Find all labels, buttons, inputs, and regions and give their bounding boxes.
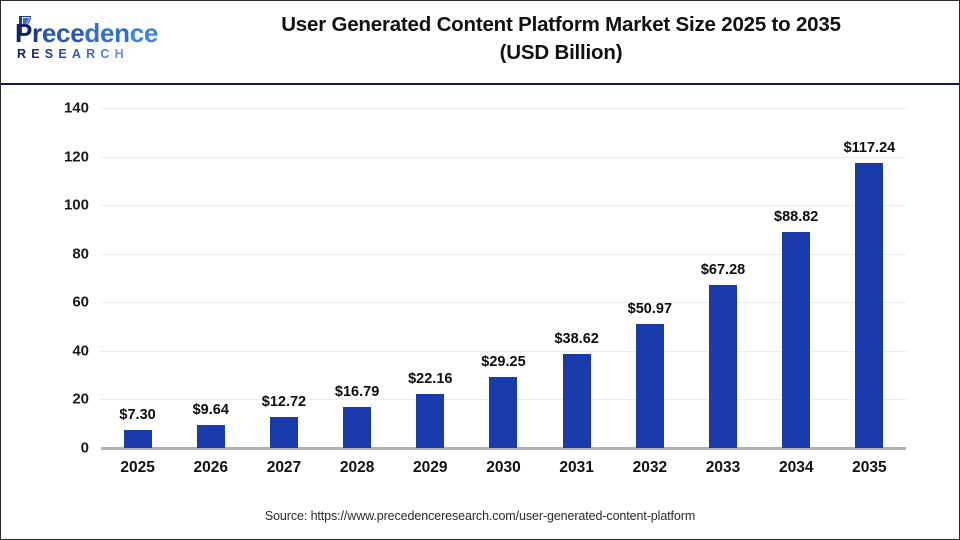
y-axis-tick-label: 100 bbox=[63, 196, 89, 214]
chart-header: Precedence RESEARCH User Generated Conte… bbox=[1, 1, 959, 85]
bar-value-label: $29.25 bbox=[481, 353, 526, 370]
x-axis-tick-label: 2025 bbox=[120, 459, 155, 476]
plot-area: 140 120 100 80 60 40 20 0 $7.30 2025 $9.64 2026 $12… bbox=[1, 85, 959, 539]
logo-wordmark-seg5: ce bbox=[129, 18, 159, 48]
bar-group[interactable]: $50.97 2032 bbox=[613, 108, 686, 476]
bar-value-label: $22.16 bbox=[408, 371, 453, 388]
logo-subtitle: RESEARCH bbox=[17, 46, 129, 62]
logo-wordmark-seg2: r bbox=[32, 18, 42, 48]
page-title-line2: (USD Billion) bbox=[499, 41, 623, 64]
x-axis-line bbox=[101, 447, 906, 450]
logo-sub-letter: E bbox=[58, 47, 72, 61]
x-axis-tick-label: 2028 bbox=[339, 459, 375, 476]
y-axis-tick-label: 20 bbox=[72, 390, 89, 408]
precedence-research-logo: Precedence RESEARCH bbox=[15, 16, 165, 68]
x-axis-tick-label: 2026 bbox=[193, 459, 228, 476]
logo-sub-letter: H bbox=[114, 47, 129, 61]
x-axis-tick-label: 2030 bbox=[486, 459, 521, 476]
bar[interactable] bbox=[782, 232, 811, 448]
bar-group[interactable]: $117.24 2035 bbox=[833, 108, 906, 476]
page-title: User Generated Content Platform Market S… bbox=[181, 11, 941, 67]
logo-sub-letter: R bbox=[86, 47, 101, 61]
x-axis-tick-label: 2034 bbox=[778, 459, 814, 476]
x-axis-tick-label: 2029 bbox=[413, 459, 448, 476]
y-axis-tick-label: 40 bbox=[72, 342, 89, 360]
bar[interactable] bbox=[709, 284, 738, 448]
logo-sub-letter: S bbox=[44, 47, 59, 61]
bar-group[interactable]: $16.79 2028 bbox=[321, 108, 394, 476]
x-axis-tick-label: 2033 bbox=[705, 459, 741, 476]
bar[interactable] bbox=[416, 394, 445, 448]
bar-value-label: $12.72 bbox=[261, 394, 307, 411]
bar-group[interactable]: $67.28 2033 bbox=[686, 108, 759, 476]
gridline bbox=[101, 205, 906, 207]
bar[interactable] bbox=[269, 417, 298, 448]
bar-value-label: $67.28 bbox=[700, 261, 746, 278]
logo-sub-letter: E bbox=[31, 47, 45, 61]
bar-chart: 140 120 100 80 60 40 20 0 $7.30 2025 $9.64 2026 $12… bbox=[64, 100, 906, 476]
gridline bbox=[101, 350, 906, 352]
logo-wordmark: Precedence bbox=[15, 18, 158, 48]
logo-sub-letter: R bbox=[17, 47, 32, 61]
y-axis-tick-label: 140 bbox=[63, 99, 89, 117]
bar-group[interactable]: $7.30 2025 bbox=[101, 108, 174, 476]
gridline bbox=[101, 253, 906, 255]
y-axis-tick-label: 120 bbox=[63, 148, 89, 166]
logo-wordmark-seg1: P bbox=[15, 18, 33, 48]
logo-sub-letter: A bbox=[71, 47, 87, 61]
bar[interactable] bbox=[196, 424, 225, 448]
source-caption: Source: https://www.precedenceresearch.c… bbox=[264, 509, 696, 523]
bar-group[interactable]: $9.64 2026 bbox=[174, 108, 247, 476]
y-axis-tick-label: 60 bbox=[72, 293, 89, 311]
bar-group[interactable]: $29.25 2030 bbox=[467, 108, 540, 476]
bar-group[interactable]: $38.62 2031 bbox=[540, 108, 613, 476]
bar-value-label: $50.97 bbox=[627, 301, 673, 318]
bar[interactable] bbox=[123, 430, 152, 448]
bar[interactable] bbox=[343, 407, 372, 448]
bar-value-label: $88.82 bbox=[774, 209, 819, 226]
bar-group[interactable]: $22.16 2029 bbox=[394, 108, 467, 476]
bar-value-label: $7.30 bbox=[119, 407, 156, 424]
x-axis-tick-label: 2031 bbox=[559, 459, 594, 476]
bar-value-label: $38.62 bbox=[554, 331, 599, 348]
logo-sub-letter: C bbox=[100, 47, 115, 61]
bar[interactable] bbox=[489, 376, 518, 448]
bar-group[interactable]: $88.82 2034 bbox=[760, 108, 833, 476]
x-axis-tick-label: 2032 bbox=[632, 459, 668, 476]
bar[interactable] bbox=[635, 324, 664, 448]
bar-group[interactable]: $12.72 2027 bbox=[247, 108, 320, 476]
page-title-line1: User Generated Content Platform Market S… bbox=[281, 13, 841, 36]
leaf-flag-icon bbox=[19, 16, 31, 35]
logo-wordmark-seg3: ece bbox=[41, 18, 85, 48]
logo-wordmark-seg4: den bbox=[84, 18, 130, 48]
bar-value-label: $9.64 bbox=[192, 401, 229, 418]
x-axis-tick-label: 2035 bbox=[852, 459, 887, 476]
gridline bbox=[101, 302, 906, 304]
bar[interactable] bbox=[562, 354, 591, 448]
x-axis-tick-label: 2027 bbox=[266, 459, 302, 476]
y-axis-tick-label: 80 bbox=[72, 245, 89, 263]
gridline bbox=[101, 108, 906, 109]
y-axis-tick-label: 0 bbox=[80, 439, 89, 457]
bar-value-label: $117.24 bbox=[843, 140, 896, 157]
gridline bbox=[101, 156, 906, 158]
bar[interactable] bbox=[855, 163, 884, 448]
bar-value-label: $16.79 bbox=[334, 384, 380, 401]
